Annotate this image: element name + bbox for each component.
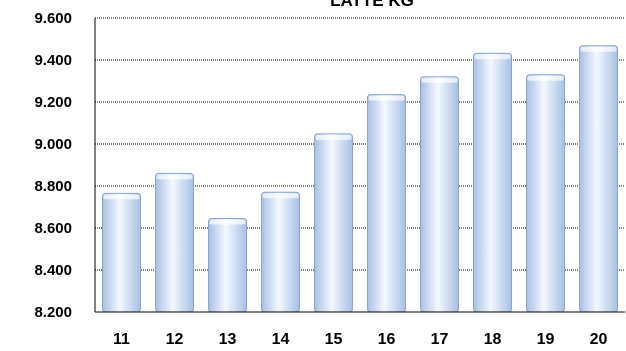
bar-highlight <box>474 54 511 60</box>
y-tick-label: 8.600 <box>34 220 72 237</box>
bar-highlight <box>580 46 617 52</box>
bar <box>102 192 141 313</box>
bar-highlight <box>527 75 564 81</box>
x-tick-label: 15 <box>325 331 343 348</box>
y-tick-label: 9.200 <box>34 94 72 111</box>
bar-highlight <box>156 174 193 180</box>
y-tick-label: 8.800 <box>34 178 72 195</box>
x-tick-label: 14 <box>272 331 290 348</box>
x-tick-label: 17 <box>431 331 449 348</box>
bar <box>579 45 618 313</box>
bar <box>261 191 300 313</box>
bar <box>155 172 194 313</box>
bar <box>420 76 459 313</box>
bar-highlight <box>315 134 352 140</box>
bar <box>367 94 406 313</box>
y-tick-label: 9.000 <box>34 136 72 153</box>
x-tick-label: 16 <box>378 331 396 348</box>
x-tick-label: 12 <box>166 331 184 348</box>
x-axis-ticks: 11 12 13 14 15 16 17 18 19 20 <box>113 331 607 348</box>
y-tick-label: 8.200 <box>34 304 72 321</box>
bar-highlight <box>368 95 405 101</box>
bar <box>473 52 512 313</box>
x-tick-label: 19 <box>537 331 555 348</box>
y-tick-label: 9.600 <box>34 10 72 27</box>
bar <box>526 74 565 313</box>
bar-highlight <box>421 77 458 83</box>
x-tick-label: 11 <box>113 331 130 348</box>
y-tick-label: 9.400 <box>34 52 72 69</box>
x-tick-label: 20 <box>590 331 608 348</box>
x-tick-label: 18 <box>484 331 502 348</box>
x-tick-label: 13 <box>219 331 237 348</box>
bar-highlight <box>262 193 299 199</box>
bars <box>102 45 618 313</box>
y-tick-label: 8.400 <box>34 262 72 279</box>
chart-title: LATTE KG <box>330 0 414 10</box>
bar <box>208 218 247 313</box>
bar-highlight <box>209 219 246 225</box>
y-axis-ticks: 8.200 8.400 8.600 8.800 9.000 9.200 9.400 9.600 <box>34 10 72 321</box>
bar <box>314 133 353 313</box>
bar-highlight <box>103 194 140 200</box>
